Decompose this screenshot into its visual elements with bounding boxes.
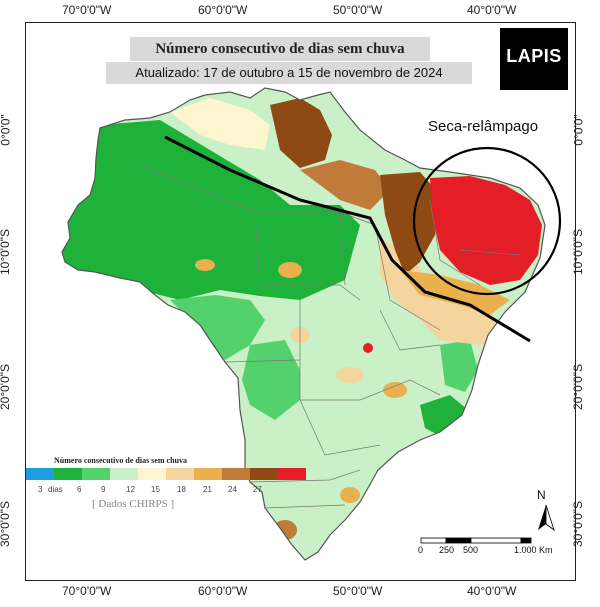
map-title: Número consecutivo de dias sem chuva <box>130 37 430 61</box>
region-green-central <box>242 340 300 420</box>
scale-label-0: 0 <box>418 545 424 555</box>
legend-tick-12: 12 <box>126 485 135 494</box>
legend-data-source: [ Dados CHIRPS ] <box>92 498 175 510</box>
state-borders <box>139 164 521 509</box>
scale-label-250: 250 <box>439 545 455 555</box>
lon-label-top-50: 50°0'0"W <box>333 3 383 17</box>
lon-label-bottom-50: 50°0'0"W <box>333 584 383 598</box>
legend-title: Número consecutivo de dias sem chuva <box>54 456 187 465</box>
legend-color-bar <box>26 468 306 480</box>
legend-swatch-4 <box>110 468 138 480</box>
patch-red-df <box>363 343 373 353</box>
legend-tick-6: 6 <box>77 485 82 494</box>
patch-orange-6 <box>340 487 360 503</box>
lon-label-bottom-40: 40°0'0"W <box>467 584 517 598</box>
region-green-bahia <box>440 340 478 392</box>
legend-tick-27: 27 <box>253 485 262 494</box>
legend-swatch-9 <box>250 468 278 480</box>
legend-tick-21: 21 <box>203 485 212 494</box>
north-label: N <box>537 488 546 502</box>
brazil-outline <box>61 87 546 561</box>
legend-tick-dias: dias <box>48 485 63 494</box>
region-brown-northeast <box>380 172 440 275</box>
lapis-logo: LAPIS <box>500 28 568 90</box>
region-brown-north <box>270 98 332 168</box>
patch-orange-7 <box>383 382 407 398</box>
region-green-patches <box>170 295 265 360</box>
region-yellow-north <box>170 98 270 150</box>
legend-swatch-7 <box>194 468 222 480</box>
lon-label-top-70: 70°0'0"W <box>62 3 112 17</box>
lon-label-bottom-70: 70°0'0"W <box>62 584 112 598</box>
patch-orange-1 <box>278 262 302 278</box>
scale-label-500: 500 <box>463 545 479 555</box>
legend-tick-18: 18 <box>177 485 186 494</box>
legend-swatch-6 <box>166 468 194 480</box>
legend-swatch-8 <box>222 468 250 480</box>
logo-text: LAPIS <box>506 46 562 66</box>
lon-label-top-60: 60°0'0"W <box>198 3 248 17</box>
legend-tick-9: 9 <box>101 485 106 494</box>
scale-label-1000: 1.000 Km <box>514 545 553 555</box>
legend-swatch-1 <box>26 468 54 480</box>
legend-swatch-5 <box>138 468 166 480</box>
annotation-flash-drought: Seca-relâmpago <box>428 118 539 135</box>
drought-boundary-line <box>164 135 531 343</box>
flash-drought-circle <box>412 146 562 296</box>
legend-tick-3: 3 <box>38 485 43 494</box>
patch-orange-4 <box>195 259 215 271</box>
region-red-northeast <box>430 176 542 285</box>
north-arrow-icon <box>538 504 555 532</box>
legend-tick-15: 15 <box>151 485 160 494</box>
scale-bar <box>420 537 532 544</box>
patch-orange-3 <box>336 367 364 383</box>
map-subtitle: Atualizado: 17 de outubro a 15 de novemb… <box>106 62 472 84</box>
legend-swatch-10 <box>278 468 306 480</box>
lon-label-bottom-60: 60°0'0"W <box>198 584 248 598</box>
legend-tick-24: 24 <box>228 485 237 494</box>
legend-swatch-2 <box>54 468 82 480</box>
region-brown-amapa <box>300 160 390 210</box>
region-orange-northeast <box>400 270 510 315</box>
region-green-west <box>62 120 360 300</box>
lon-label-top-40: 40°0'0"W <box>467 3 517 17</box>
legend-swatch-3 <box>82 468 110 480</box>
